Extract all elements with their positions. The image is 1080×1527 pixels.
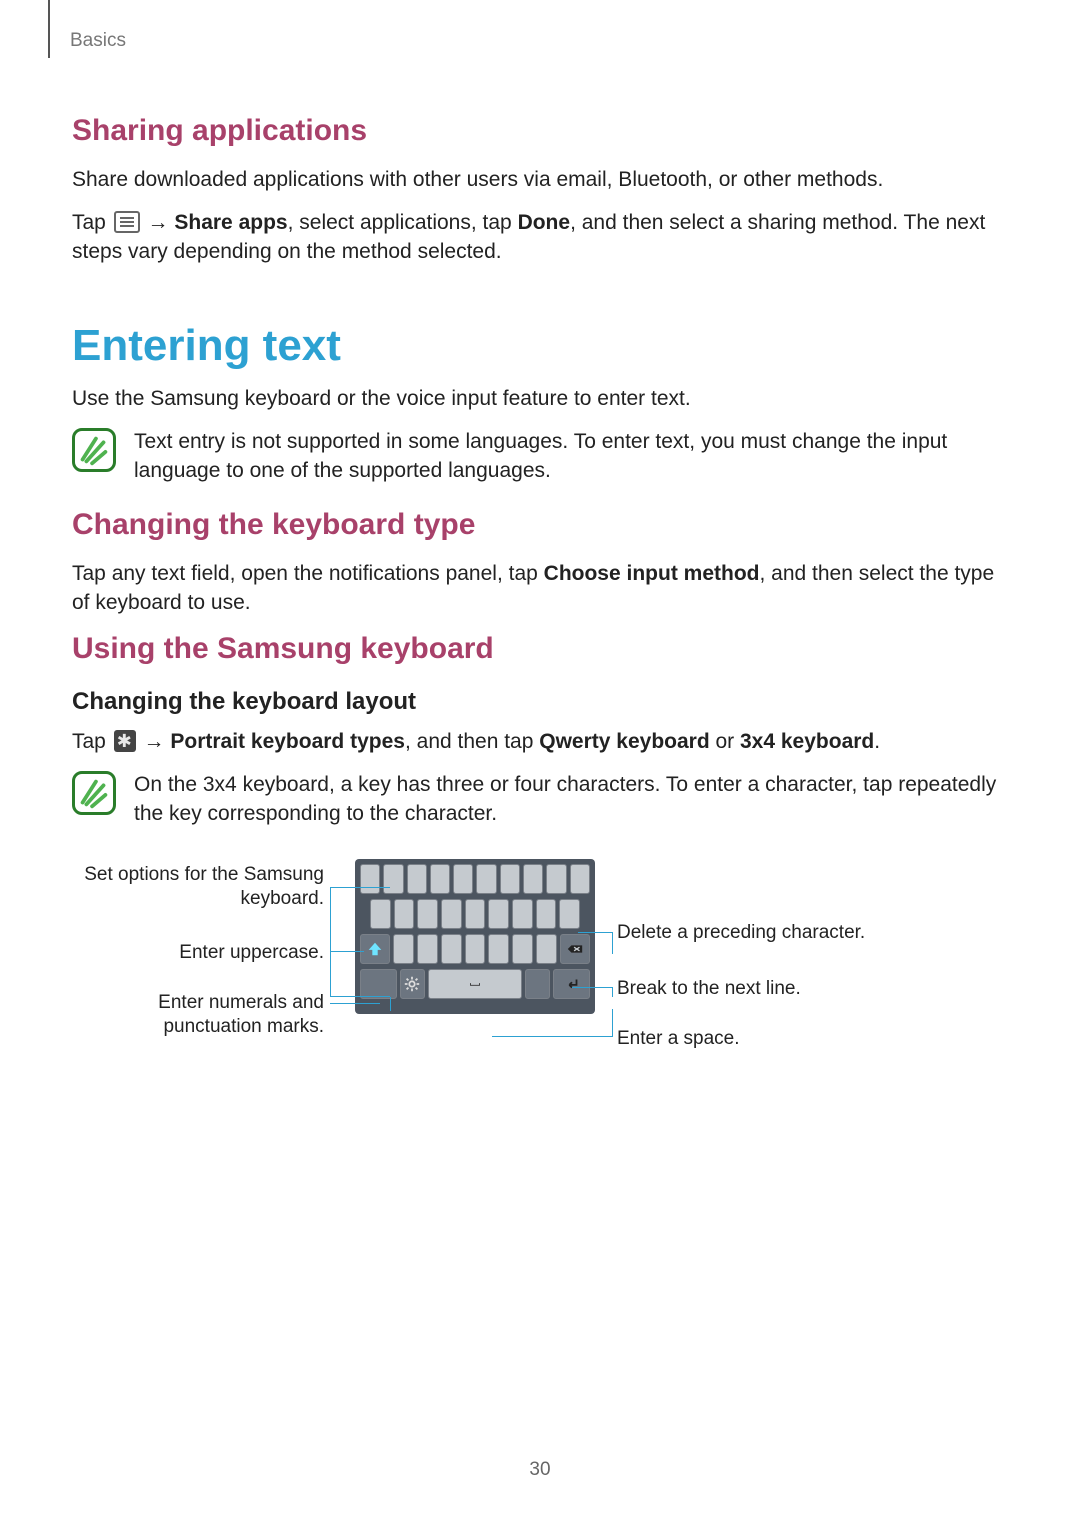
bold-done: Done — [518, 211, 571, 234]
key — [546, 864, 566, 894]
text: , select applications, tap — [288, 211, 518, 234]
text: , and then tap — [405, 730, 539, 753]
callout-set-options: Set options for the Samsung keyboard. — [72, 863, 324, 912]
kbd-row-2 — [360, 899, 590, 929]
header-rule — [48, 0, 50, 58]
heading-entering-text: Entering text — [72, 321, 1010, 371]
lead-line — [390, 997, 391, 1011]
callout-numerals: Enter numerals and punctuation marks. — [72, 991, 324, 1040]
para-change-type: Tap any text field, open the notificatio… — [72, 560, 1010, 618]
key — [441, 934, 462, 964]
key — [430, 864, 450, 894]
key — [488, 899, 509, 929]
keyboard-figure: Set options for the Samsung keyboard. En… — [72, 859, 1010, 1119]
note-icon — [72, 428, 116, 472]
key — [465, 899, 486, 929]
bold-qwerty: Qwerty keyboard — [539, 730, 709, 753]
note-icon — [72, 771, 116, 815]
lead-line — [330, 887, 390, 997]
para-sharing-1: Share downloaded applications with other… — [72, 166, 1010, 195]
callout-delete: Delete a preceding character. — [617, 921, 967, 946]
bold-choose-input: Choose input method — [544, 562, 760, 585]
text: Tap — [72, 211, 112, 234]
key — [570, 864, 590, 894]
key — [512, 934, 533, 964]
heading-sharing-applications: Sharing applications — [72, 114, 1010, 148]
lead-line — [492, 1009, 613, 1037]
key-space — [428, 969, 522, 999]
lead-line — [572, 987, 613, 997]
key — [500, 864, 520, 894]
key — [417, 899, 438, 929]
key-settings — [400, 969, 425, 999]
callout-break: Break to the next line. — [617, 977, 967, 1002]
key — [441, 899, 462, 929]
key — [512, 899, 533, 929]
para-layout: Tap → Portrait keyboard types, and then … — [72, 728, 1010, 757]
key — [559, 899, 580, 929]
key — [536, 899, 557, 929]
key — [393, 934, 414, 964]
key — [536, 934, 557, 964]
menu-icon — [114, 211, 140, 233]
kbd-row-1 — [360, 864, 590, 894]
bold-portrait: Portrait keyboard types — [170, 730, 405, 753]
bold-share-apps: Share apps — [174, 211, 287, 234]
page-content: Basics Sharing applications Share downlo… — [0, 0, 1080, 1119]
breadcrumb: Basics — [70, 30, 1010, 52]
note-block-1: Text entry is not supported in some lang… — [72, 428, 1010, 486]
keyboard-graphic — [355, 859, 595, 1014]
heading-change-type: Changing the keyboard type — [72, 508, 1010, 542]
text: → — [142, 211, 175, 234]
key — [488, 934, 509, 964]
text: or — [710, 730, 740, 753]
note-text-2: On the 3x4 keyboard, a key has three or … — [134, 771, 1010, 829]
para-sharing-2: Tap → Share apps, select applications, t… — [72, 209, 1010, 267]
callout-uppercase: Enter uppercase. — [72, 941, 324, 966]
subheading-layout: Changing the keyboard layout — [72, 688, 1010, 716]
kbd-row-4 — [360, 969, 590, 999]
key — [476, 864, 496, 894]
key — [465, 934, 486, 964]
lead-line — [330, 1003, 380, 1004]
key — [407, 864, 427, 894]
gear-icon — [114, 730, 136, 752]
key — [394, 899, 415, 929]
text: . — [874, 730, 880, 753]
kbd-row-3 — [360, 934, 590, 964]
note-text-1: Text entry is not supported in some lang… — [134, 428, 1010, 486]
text: Tap — [72, 730, 112, 753]
heading-samsung-kbd: Using the Samsung keyboard — [72, 632, 1010, 666]
text: → — [138, 730, 171, 753]
text: Tap any text field, open the notificatio… — [72, 562, 544, 585]
key-dot — [525, 969, 550, 999]
key — [523, 864, 543, 894]
note-block-2: On the 3x4 keyboard, a key has three or … — [72, 771, 1010, 829]
callout-space: Enter a space. — [617, 1027, 967, 1052]
lead-line — [330, 951, 364, 952]
page-number: 30 — [0, 1459, 1080, 1481]
para-entering-1: Use the Samsung keyboard or the voice in… — [72, 385, 1010, 414]
key — [417, 934, 438, 964]
lead-line — [578, 932, 613, 954]
bold-3x4: 3x4 keyboard — [740, 730, 874, 753]
key — [453, 864, 473, 894]
